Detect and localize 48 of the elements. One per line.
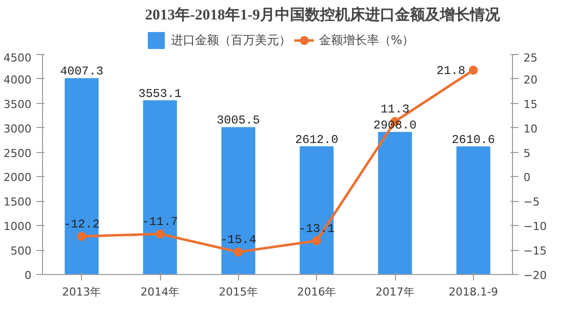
- data-label: 11.3: [380, 102, 410, 116]
- y-tick-label: 4500: [4, 52, 32, 64]
- y2-tick-label: −20: [524, 269, 547, 282]
- data-label: -11.7: [142, 214, 178, 229]
- y2-tick-label: −10: [524, 220, 547, 234]
- x-tick-label: 2013年: [62, 286, 102, 298]
- y2-tick-label: −15: [524, 244, 547, 258]
- x-tick-label: 2016年: [297, 286, 336, 298]
- y-tick-label: 3000: [4, 122, 32, 136]
- y-tick-label: 1000: [4, 220, 32, 234]
- bar: [143, 100, 177, 274]
- data-label: 2610.6: [452, 132, 495, 147]
- point: [312, 236, 322, 246]
- point: [77, 232, 86, 241]
- x-tick-label: 2018.1-9: [448, 286, 498, 298]
- data-label: 21.8: [436, 64, 466, 78]
- y-tick-label: 2000: [4, 171, 32, 184]
- y2-tick-label: 20: [524, 73, 538, 86]
- bar: [456, 146, 490, 274]
- point: [234, 248, 243, 257]
- y2-tick-label: 10: [524, 122, 538, 136]
- legend-label: 进口金额（百万美元）: [170, 32, 291, 48]
- point: [156, 229, 164, 238]
- y-tick-label: 1500: [4, 196, 32, 209]
- y2-tick-label: 25: [524, 52, 538, 64]
- y2-tick-label: 0: [524, 171, 530, 184]
- y2-tick-label: −5: [524, 196, 540, 209]
- bar: [221, 127, 256, 274]
- bar: [300, 146, 334, 274]
- data-label: 4007.3: [60, 64, 104, 79]
- y2-tick-label: 15: [524, 98, 538, 111]
- data-label: 2612.0: [295, 132, 338, 147]
- y-tick-label: 3500: [4, 98, 32, 111]
- data-label: 3005.5: [216, 114, 260, 128]
- x-tick-label: 2017年: [376, 286, 415, 298]
- x-tick-label: 2014年: [140, 286, 180, 298]
- data-label: 3553.1: [138, 86, 182, 101]
- y-tick-label: 2500: [4, 146, 32, 160]
- chart-title: 2013年-2018年1-9月中国数控机床进口金额及增长情况: [145, 6, 501, 24]
- y2-tick-label: 5: [524, 146, 530, 160]
- y-tick-label: 4000: [4, 73, 32, 86]
- y-tick-label: 500: [10, 244, 32, 258]
- point: [468, 66, 478, 75]
- y-tick-label: 0: [24, 269, 32, 282]
- legend-label: 金额增长率（%）: [318, 32, 414, 48]
- x-tick-label: 2015年: [218, 286, 258, 298]
- bar: [378, 132, 412, 274]
- bar: [64, 78, 99, 274]
